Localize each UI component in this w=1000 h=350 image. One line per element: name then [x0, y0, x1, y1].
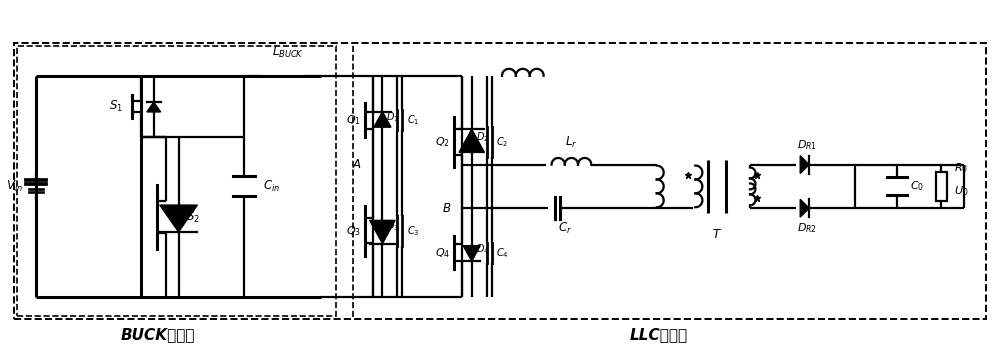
Text: $D_3$: $D_3$ — [386, 219, 400, 233]
Text: $Q_1$: $Q_1$ — [346, 113, 361, 127]
Text: $C_2$: $C_2$ — [496, 135, 508, 149]
Text: $D_1$: $D_1$ — [386, 110, 400, 124]
Text: $Q_3$: $Q_3$ — [346, 224, 361, 238]
Polygon shape — [160, 205, 197, 232]
Text: $C_{in}$: $C_{in}$ — [263, 179, 280, 194]
Text: $B$: $B$ — [442, 202, 451, 215]
Text: $C_r$: $C_r$ — [558, 220, 572, 236]
Text: $Q_4$: $Q_4$ — [435, 246, 450, 260]
Text: $L_r$: $L_r$ — [565, 135, 578, 150]
Text: $C_4$: $C_4$ — [496, 246, 509, 260]
Text: $A$: $A$ — [352, 158, 362, 171]
Text: $S_1$: $S_1$ — [109, 99, 123, 114]
Text: $Q_2$: $Q_2$ — [435, 135, 450, 149]
Text: $D_2$: $D_2$ — [476, 131, 489, 144]
Polygon shape — [459, 129, 484, 153]
Text: $R_0$: $R_0$ — [954, 162, 968, 175]
Text: $D_{R1}$: $D_{R1}$ — [797, 138, 818, 152]
Text: $S_2$: $S_2$ — [186, 210, 199, 225]
Text: $L_{BUCK}$: $L_{BUCK}$ — [272, 44, 304, 60]
Polygon shape — [800, 156, 809, 174]
Polygon shape — [463, 246, 480, 261]
Text: $C_1$: $C_1$ — [407, 113, 419, 127]
Text: $T$: $T$ — [712, 228, 722, 240]
Polygon shape — [147, 102, 161, 112]
Text: $V_{in}$: $V_{in}$ — [6, 179, 23, 194]
Polygon shape — [800, 199, 809, 217]
Text: $C_3$: $C_3$ — [407, 224, 419, 238]
Bar — [936, 172, 947, 201]
Bar — [14, 43, 986, 319]
Text: BUCK变换器: BUCK变换器 — [120, 327, 195, 342]
Text: LLC变换器: LLC变换器 — [630, 327, 688, 342]
Polygon shape — [374, 112, 391, 127]
Text: $D_4$: $D_4$ — [476, 243, 489, 257]
Text: $D_{R2}$: $D_{R2}$ — [797, 221, 818, 235]
Text: $U_0$: $U_0$ — [954, 184, 969, 198]
Bar — [17, 46, 336, 316]
Text: $C_0$: $C_0$ — [910, 180, 924, 193]
Polygon shape — [370, 220, 395, 244]
